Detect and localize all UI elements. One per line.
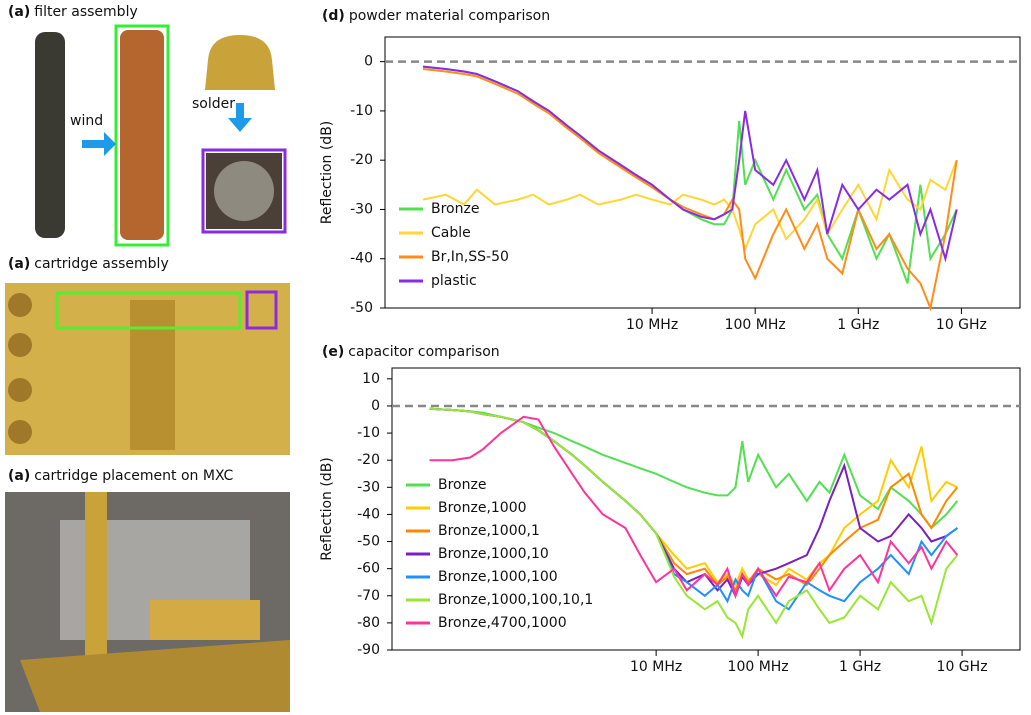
- title-text: capacitor comparison: [348, 344, 499, 360]
- panel-text: cartridge placement on MXC: [34, 468, 233, 484]
- series-line: [423, 69, 957, 308]
- legend-label: Bronze,1000: [438, 500, 527, 516]
- series-line: [423, 160, 957, 249]
- step-label: wind: [70, 113, 103, 129]
- y-axis-label: Reflection (dB): [319, 121, 335, 225]
- mxc-cartridges: [150, 600, 260, 640]
- step-label: solder: [192, 96, 235, 112]
- y-tick-label: -50: [350, 300, 373, 316]
- x-tick-label: 1 GHz: [839, 659, 881, 675]
- x-tick-label: 10 MHz: [626, 317, 678, 333]
- x-tick-label: 100 MHz: [728, 659, 789, 675]
- y-tick-label: -30: [350, 201, 373, 217]
- y-tick-label: -20: [350, 152, 373, 168]
- connector: [8, 293, 32, 317]
- panel-tag: (e): [322, 344, 344, 360]
- chart-title: (e)capacitor comparison: [322, 344, 500, 360]
- y-tick-label: 0: [371, 398, 380, 414]
- panel-tag: (a): [8, 256, 30, 272]
- y-tick-label: -50: [357, 534, 380, 550]
- connector: [8, 420, 32, 444]
- panel-label: (a)cartridge placement on MXC: [8, 468, 234, 484]
- legend-label: Br,In,SS-50: [431, 249, 509, 265]
- x-tick-label: 10 GHz: [936, 317, 987, 333]
- y-tick-label: -70: [357, 588, 380, 604]
- panel-tag: (a): [8, 4, 30, 20]
- legend-label: Bronze: [438, 477, 486, 493]
- legend-label: Bronze,4700,1000: [438, 615, 567, 631]
- legend-label: Bronze,1000,100,10,1: [438, 592, 593, 608]
- legend-label: Bronze: [431, 201, 479, 217]
- powder-rod: [35, 32, 65, 238]
- copper-coil: [120, 30, 164, 240]
- x-tick-label: 10 MHz: [630, 659, 682, 675]
- cartridge-photo: [5, 283, 290, 455]
- cap: [205, 35, 275, 90]
- y-tick-label: -80: [357, 615, 380, 631]
- y-tick-label: -40: [357, 506, 380, 522]
- legend-label: Bronze,1000,10: [438, 546, 549, 562]
- solder-joint: [214, 161, 274, 221]
- mxc-photo: [5, 492, 290, 712]
- y-tick-label: -90: [357, 642, 380, 658]
- y-tick-label: -60: [357, 561, 380, 577]
- legend-label: plastic: [431, 273, 477, 289]
- series-line: [423, 67, 957, 259]
- legend-label: Bronze,1000,1: [438, 523, 540, 539]
- y-tick-label: -20: [357, 452, 380, 468]
- panel-tag: (d): [322, 8, 345, 24]
- panel-label: (a)cartridge assembly: [8, 256, 169, 272]
- legend-label: Cable: [431, 225, 471, 241]
- panel-label: (a)filter assembly: [8, 4, 138, 20]
- y-tick-label: 0: [364, 54, 373, 70]
- filter-photos: [35, 26, 285, 245]
- panel-tag: (a): [8, 468, 30, 484]
- y-tick-label: 10: [362, 371, 380, 387]
- mxc-post: [85, 492, 107, 662]
- panel-text: cartridge assembly: [34, 256, 168, 272]
- figure: (a)filter assembly wind solder (a)cartri…: [0, 0, 1031, 715]
- title-text: powder material comparison: [349, 8, 550, 24]
- arrow: [82, 132, 116, 156]
- connector: [8, 378, 32, 402]
- panel-text: filter assembly: [34, 4, 138, 20]
- x-tick-label: 100 MHz: [725, 317, 786, 333]
- y-axis-label: Reflection (dB): [319, 457, 335, 561]
- x-tick-label: 10 GHz: [937, 659, 988, 675]
- cartridge-groove: [130, 300, 175, 450]
- chart-title: (d)powder material comparison: [322, 8, 550, 24]
- y-tick-label: -10: [357, 425, 380, 441]
- legend-label: Bronze,1000,100: [438, 569, 558, 585]
- y-tick-label: -10: [350, 103, 373, 119]
- connector: [8, 333, 32, 357]
- x-tick-label: 1 GHz: [837, 317, 879, 333]
- y-tick-label: -40: [350, 251, 373, 267]
- y-tick-label: -30: [357, 479, 380, 495]
